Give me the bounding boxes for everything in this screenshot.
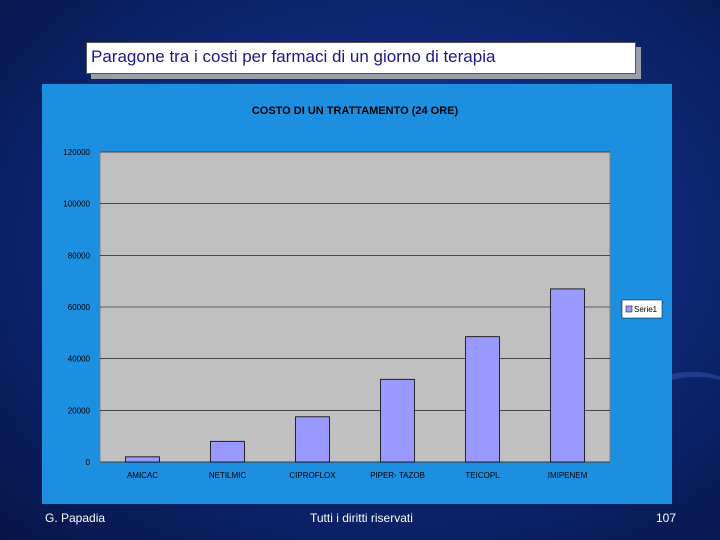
y-tick-label: 40000: [68, 355, 91, 364]
x-tick-label: PIPER- TAZOB: [370, 471, 425, 480]
x-axis-ticks: AMICAC NETILMIC CIPROFLOX PIPER- TAZOB TEICO…: [127, 471, 588, 480]
bar-amicac: [125, 456, 160, 463]
x-tick-label: IMIPENEM: [548, 471, 588, 480]
footer-author: G. Papadia: [45, 511, 106, 525]
y-tick-label: 100000: [63, 200, 90, 209]
bar-imipenem: [550, 288, 585, 463]
bars: [125, 288, 585, 463]
footer-rights: Tutti i diritti riservati: [310, 511, 413, 525]
bar-piper-tazob: [380, 378, 415, 463]
bar-chart: COSTO DI UN TRATTAMENTO (24 ORE) 0 20000 4…: [63, 105, 663, 480]
page-number: 107: [656, 511, 677, 525]
grid-lines: [100, 151, 610, 463]
chart-panel: COSTO DI UN TRATTAMENTO (24 ORE) 0 20000 4…: [42, 84, 672, 504]
y-tick-label: 120000: [63, 148, 90, 157]
legend-swatch: [625, 305, 633, 313]
chart-title: COSTO DI UN TRATTAMENTO (24 ORE): [252, 105, 459, 117]
legend-label: Serie1: [634, 305, 658, 314]
x-tick-label: AMICAC: [127, 471, 158, 480]
y-tick-label: 20000: [68, 406, 91, 415]
x-tick-label: CIPROFLOX: [289, 471, 336, 480]
x-tick-label: TEICOPL: [465, 471, 500, 480]
legend-box: [621, 299, 663, 319]
legend: Serie1: [621, 299, 663, 319]
y-tick-label: 80000: [68, 251, 91, 260]
y-tick-label: 60000: [68, 303, 91, 312]
y-tick-label: 0: [86, 458, 91, 467]
y-axis-ticks: 0 20000 40000 60000 80000 100000 120000: [63, 148, 90, 467]
x-tick-label: NETILMIC: [209, 471, 247, 480]
slide-title: Paragone tra i costi per farmaci di un g…: [91, 47, 496, 66]
slide-title-box: Paragone tra i costi per farmaci di un g…: [86, 42, 636, 74]
bar-netilmic: [210, 440, 245, 463]
bar-teicopl: [465, 336, 500, 463]
bar-ciproflox: [295, 416, 330, 463]
